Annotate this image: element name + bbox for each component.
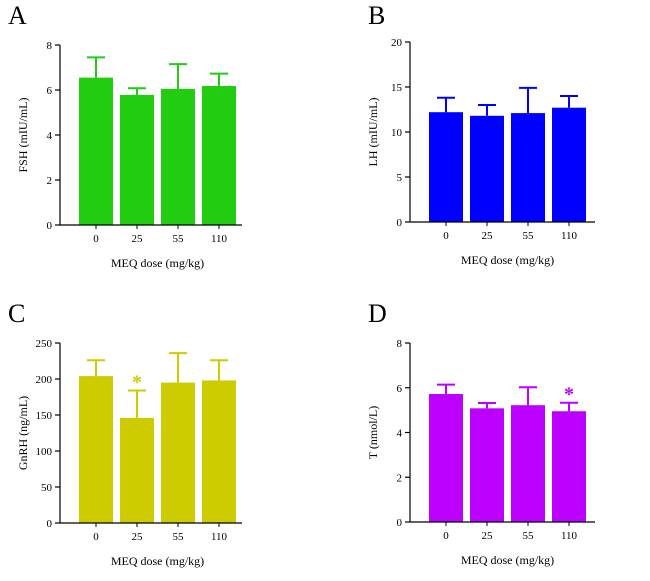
y-tick-label: 150 — [36, 410, 53, 422]
y-tick-label: 8 — [47, 40, 53, 52]
bar — [552, 411, 586, 522]
y-axis-title: T (nmol/L) — [366, 406, 380, 459]
panel-b: B 0 25 55 110 0 5 10 15 20 LH (mIU/mL) MEQ dose (mg… — [366, 1, 595, 267]
x-tick-label: 25 — [132, 531, 144, 543]
y-tick-label: 0 — [397, 517, 403, 529]
bar — [79, 376, 113, 523]
bar — [429, 394, 463, 522]
y-axis-title: GnRH (ng/mL) — [16, 396, 30, 470]
y-tick-label: 0 — [47, 220, 53, 232]
panel-d: D 0 25 55 * 110 0 2 4 6 8 T (nmol/L) MEQ dose (mg/kg… — [366, 299, 595, 567]
panel-c: C 0 * 25 55 110 0 50 100 150 200 250 GnRH (ng/mL) MEQ… — [8, 299, 242, 568]
y-tick-label: 2 — [397, 472, 403, 484]
x-axis-title: MEQ dose (mg/kg) — [461, 553, 554, 567]
x-tick-label: 55 — [173, 233, 185, 245]
bar — [161, 382, 195, 523]
x-tick-label: 25 — [482, 230, 494, 242]
y-tick-label: 6 — [397, 383, 403, 395]
bar — [429, 112, 463, 222]
y-tick-label: 4 — [47, 130, 53, 142]
bar — [202, 85, 236, 225]
bar — [202, 380, 236, 523]
x-axis-title: MEQ dose (mg/kg) — [111, 554, 204, 568]
bar — [470, 408, 504, 522]
y-tick-label: 15 — [391, 82, 403, 94]
significance-marker: * — [564, 384, 574, 406]
y-tick-label: 10 — [391, 127, 403, 139]
x-tick-label: 25 — [482, 530, 494, 542]
panel-letter: C — [8, 299, 25, 328]
x-tick-label: 55 — [173, 531, 185, 543]
bar — [470, 115, 504, 222]
x-tick-label: 0 — [443, 530, 449, 542]
panel-letter: B — [368, 1, 385, 30]
x-tick-label: 55 — [523, 530, 535, 542]
panel-a: A 0 25 55 110 0 2 4 6 8 FSH (mIU/mL) MEQ dose (mg/k… — [8, 1, 242, 270]
x-tick-label: 0 — [443, 230, 449, 242]
x-tick-label: 110 — [211, 233, 228, 245]
x-tick-label: 0 — [93, 531, 99, 543]
bar — [79, 77, 113, 225]
x-tick-label: 110 — [561, 230, 578, 242]
y-tick-label: 0 — [47, 518, 53, 530]
panel-letter: A — [8, 1, 27, 30]
y-tick-label: 6 — [47, 85, 53, 97]
x-tick-label: 0 — [93, 233, 99, 245]
bar — [161, 88, 195, 225]
y-tick-label: 5 — [397, 172, 403, 184]
bar — [552, 107, 586, 222]
x-tick-label: 25 — [132, 233, 144, 245]
x-tick-label: 110 — [561, 530, 578, 542]
bar — [511, 405, 545, 522]
x-tick-label: 110 — [211, 531, 228, 543]
y-axis-title: LH (mIU/mL) — [366, 98, 380, 167]
y-axis-title: FSH (mIU/mL) — [16, 97, 30, 172]
bar — [511, 113, 545, 222]
significance-marker: * — [132, 372, 142, 394]
y-tick-label: 20 — [391, 37, 403, 49]
y-tick-label: 250 — [36, 338, 53, 350]
y-tick-label: 0 — [397, 217, 403, 229]
y-tick-label: 8 — [397, 338, 403, 350]
x-axis-title: MEQ dose (mg/kg) — [461, 253, 554, 267]
x-axis-title: MEQ dose (mg/kg) — [111, 256, 204, 270]
y-tick-label: 4 — [397, 428, 403, 440]
y-tick-label: 50 — [41, 482, 53, 494]
bar — [120, 94, 154, 225]
y-tick-label: 200 — [36, 374, 53, 386]
y-tick-label: 100 — [36, 446, 53, 458]
y-tick-label: 2 — [47, 175, 53, 187]
x-tick-label: 55 — [523, 230, 535, 242]
panel-letter: D — [368, 299, 387, 328]
bar — [120, 417, 154, 523]
